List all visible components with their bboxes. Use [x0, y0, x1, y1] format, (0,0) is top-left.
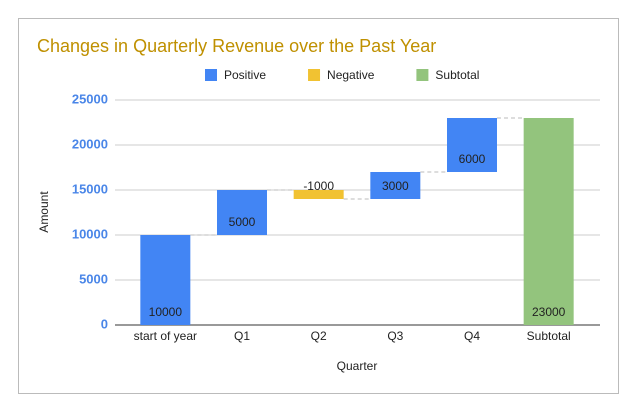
y-tick-label: 20000: [72, 136, 108, 151]
x-tick-label: Q1: [234, 329, 250, 343]
data-label: 23000: [532, 305, 566, 319]
legend-label: Positive: [224, 68, 266, 82]
y-tick-label: 0: [101, 316, 108, 331]
legend-swatch: [205, 69, 217, 81]
chart-title: Changes in Quarterly Revenue over the Pa…: [37, 36, 436, 56]
legend-label: Subtotal: [435, 68, 479, 82]
legend-swatch: [416, 69, 429, 81]
x-tick-label: Q2: [311, 329, 327, 343]
x-tick-label: start of year: [134, 329, 197, 343]
data-label: 3000: [382, 179, 409, 193]
y-tick-label: 5000: [79, 271, 108, 286]
y-axis-title: Amount: [37, 191, 51, 233]
bar: [370, 172, 421, 199]
legend-label: Negative: [327, 68, 375, 82]
y-tick-label: 25000: [72, 91, 108, 106]
data-label: -1000: [303, 179, 334, 193]
legend-swatch: [308, 69, 321, 81]
x-tick-label: Subtotal: [527, 329, 571, 343]
x-axis-title: Quarter: [337, 359, 378, 373]
bar: [217, 190, 267, 235]
data-label: 6000: [459, 152, 486, 166]
data-label: 10000: [149, 305, 183, 319]
x-tick-label: Q4: [464, 329, 480, 343]
bar: [523, 118, 574, 325]
bar: [140, 235, 191, 325]
data-label: 5000: [229, 215, 256, 229]
x-tick-label: Q3: [387, 329, 403, 343]
bar: [447, 118, 497, 172]
bar: [293, 190, 344, 199]
y-tick-label: 10000: [72, 226, 108, 241]
y-tick-label: 15000: [72, 181, 108, 196]
